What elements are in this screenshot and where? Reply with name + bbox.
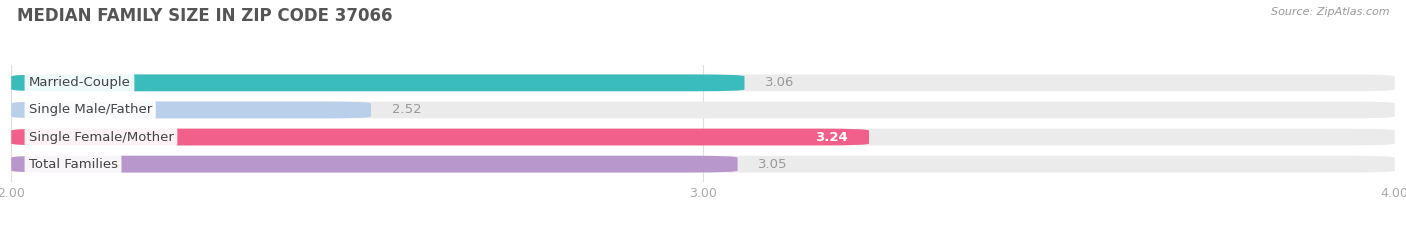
FancyBboxPatch shape [11, 129, 869, 145]
Text: 2.52: 2.52 [392, 103, 422, 116]
Text: Single Female/Mother: Single Female/Mother [28, 130, 173, 144]
Text: Source: ZipAtlas.com: Source: ZipAtlas.com [1271, 7, 1389, 17]
Text: Single Male/Father: Single Male/Father [28, 103, 152, 116]
FancyBboxPatch shape [11, 75, 745, 91]
FancyBboxPatch shape [11, 75, 1395, 91]
Text: 3.24: 3.24 [815, 130, 848, 144]
Text: 3.05: 3.05 [758, 158, 787, 171]
Text: Married-Couple: Married-Couple [28, 76, 131, 89]
FancyBboxPatch shape [11, 156, 738, 172]
Text: Total Families: Total Families [28, 158, 118, 171]
FancyBboxPatch shape [11, 129, 1395, 145]
FancyBboxPatch shape [11, 102, 1395, 118]
Text: MEDIAN FAMILY SIZE IN ZIP CODE 37066: MEDIAN FAMILY SIZE IN ZIP CODE 37066 [17, 7, 392, 25]
Text: 3.06: 3.06 [765, 76, 794, 89]
FancyBboxPatch shape [11, 102, 371, 118]
FancyBboxPatch shape [11, 156, 1395, 172]
